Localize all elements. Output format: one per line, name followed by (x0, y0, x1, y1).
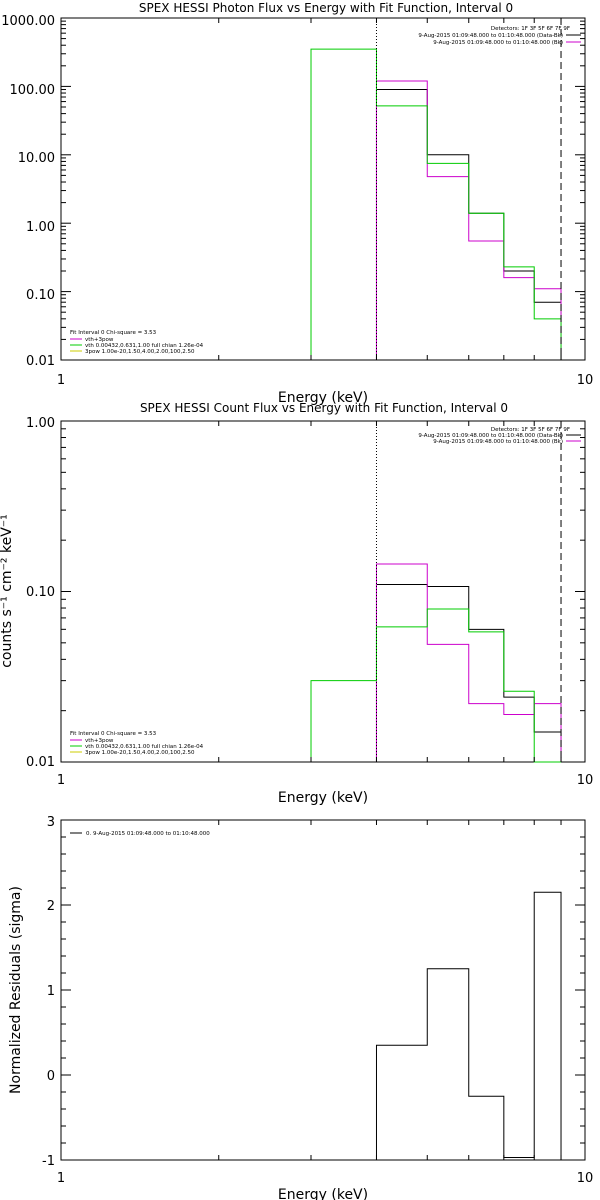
y-tick-label: 0.10 (26, 585, 55, 600)
y-tick-label: 0.10 (26, 288, 55, 303)
series-bk-line (375, 80, 562, 360)
y-tick-label: -1 (42, 1154, 55, 1169)
count-flux-tick-marks (61, 420, 585, 763)
legend-entry-data-bk: 9-Aug-2015 01:09:48.000 to 01:10:48.000 … (418, 33, 563, 39)
fit-label-3pow: 3pow 1.00e-20,1.50,4.00,2.00,100,2.50 (85, 750, 195, 756)
photon-flux-plot-frame (60, 17, 586, 361)
legend-entry-data-bk: 9-Aug-2015 01:09:48.000 to 01:10:48.000 … (418, 433, 563, 439)
y-tick-label: 1.00 (26, 220, 55, 235)
residuals-series (375, 891, 562, 1160)
y-tick-label: 1000.00 (1, 14, 55, 29)
y-tick-label: 10.00 (18, 151, 55, 166)
photon-flux-tick-marks (61, 17, 585, 361)
count-flux-legend: Detectors: 1F 3F 5F 6F 7F 9F 9-Aug-2015 … (418, 427, 581, 445)
y-tick-label: 0 (47, 1069, 55, 1084)
y-tick-label: 1.00 (26, 416, 55, 431)
legend-entry-residuals: 0. 9-Aug-2015 01:09:48.000 to 01:10:48.0… (86, 831, 210, 837)
count-flux-panel: SPEX HESSI Count Flux vs Energy with Fit… (0, 401, 593, 806)
y-tick-label: 100.00 (10, 83, 56, 98)
residuals-y-axis-label: Normalized Residuals (sigma) (8, 886, 24, 1094)
photon-flux-x-axis-label: Energy (keV) (278, 390, 368, 406)
photon-flux-legend: Detectors: 1F 3F 5F 6F 7F 9F 9-Aug-2015 … (418, 26, 581, 46)
residuals-x-axis-label: Energy (keV) (278, 1187, 368, 1200)
legend-detectors-text: Detectors: 1F 3F 5F 6F 7F 9F (491, 26, 570, 32)
count-flux-y-axis-label: counts s⁻¹ cm⁻² keV⁻¹ (0, 514, 15, 668)
count-flux-fit-info: Fit Interval 0 Chi-square = 3.53 vth+3po… (70, 731, 204, 756)
series-0-9-aug-2015-01-09-48-000-to-01-10-48-000-line (375, 891, 562, 1160)
series-vth-3pow-line (310, 48, 562, 360)
fit-label-vth: vth 0.00432,0.631,1.00 full chian 1.26e-… (85, 744, 204, 750)
x-tick-label: 10 (577, 373, 594, 388)
photon-flux-fit-info: Fit Interval 0 Chi-square = 3.53 vth+3po… (70, 330, 204, 355)
y-tick-label: 0.01 (26, 354, 55, 369)
count-flux-series (310, 563, 562, 763)
series-bk-line (375, 563, 562, 762)
fit-label-vth-3pow: vth+3pow (85, 337, 114, 343)
fit-label-vth-3pow: vth+3pow (85, 738, 114, 744)
fit-interval-chi-square-text: Fit Interval 0 Chi-square = 3.53 (70, 731, 157, 737)
residuals-plot-frame (60, 819, 586, 1161)
y-tick-label: 2 (47, 899, 55, 914)
x-tick-label: 1 (57, 773, 65, 788)
x-tick-label: 1 (57, 1171, 65, 1186)
x-tick-label: 10 (577, 1171, 594, 1186)
fit-label-vth: vth 0.00432,0.631,1.00 full chian 1.26e-… (85, 343, 204, 349)
fit-label-3pow: 3pow 1.00e-20,1.50,4.00,2.00,100,2.50 (85, 349, 195, 355)
series-data-bk-line (375, 583, 562, 762)
residuals-tick-marks (61, 819, 585, 1161)
x-tick-label: 10 (577, 773, 594, 788)
x-tick-label: 1 (57, 373, 65, 388)
count-flux-x-axis-label: Energy (keV) (278, 790, 368, 806)
photon-flux-series (310, 48, 562, 360)
series-vth-3pow-line (310, 608, 562, 763)
y-tick-label: 3 (47, 815, 55, 830)
y-tick-label: 0.01 (26, 755, 55, 770)
residuals-legend: 0. 9-Aug-2015 01:09:48.000 to 01:10:48.0… (70, 831, 210, 837)
photon-flux-panel: SPEX HESSI Photon Flux vs Energy with Fi… (1, 1, 593, 406)
fit-interval-chi-square-text: Fit Interval 0 Chi-square = 3.53 (70, 330, 157, 336)
residuals-panel: 1 10 Energy (keV) -1 0 1 2 3 Normalized … (8, 815, 593, 1200)
legend-entry-bk: 9-Aug-2015 01:09:48.000 to 01:10:48.000 … (433, 40, 563, 46)
count-flux-title: SPEX HESSI Count Flux vs Energy with Fit… (140, 401, 508, 415)
y-tick-label: 1 (47, 984, 55, 999)
legend-detectors-text: Detectors: 1F 3F 5F 6F 7F 9F (491, 427, 570, 433)
photon-flux-title: SPEX HESSI Photon Flux vs Energy with Fi… (139, 1, 513, 15)
legend-entry-bk: 9-Aug-2015 01:09:48.000 to 01:10:48.000 … (433, 439, 563, 445)
count-flux-plot-frame (60, 420, 586, 763)
